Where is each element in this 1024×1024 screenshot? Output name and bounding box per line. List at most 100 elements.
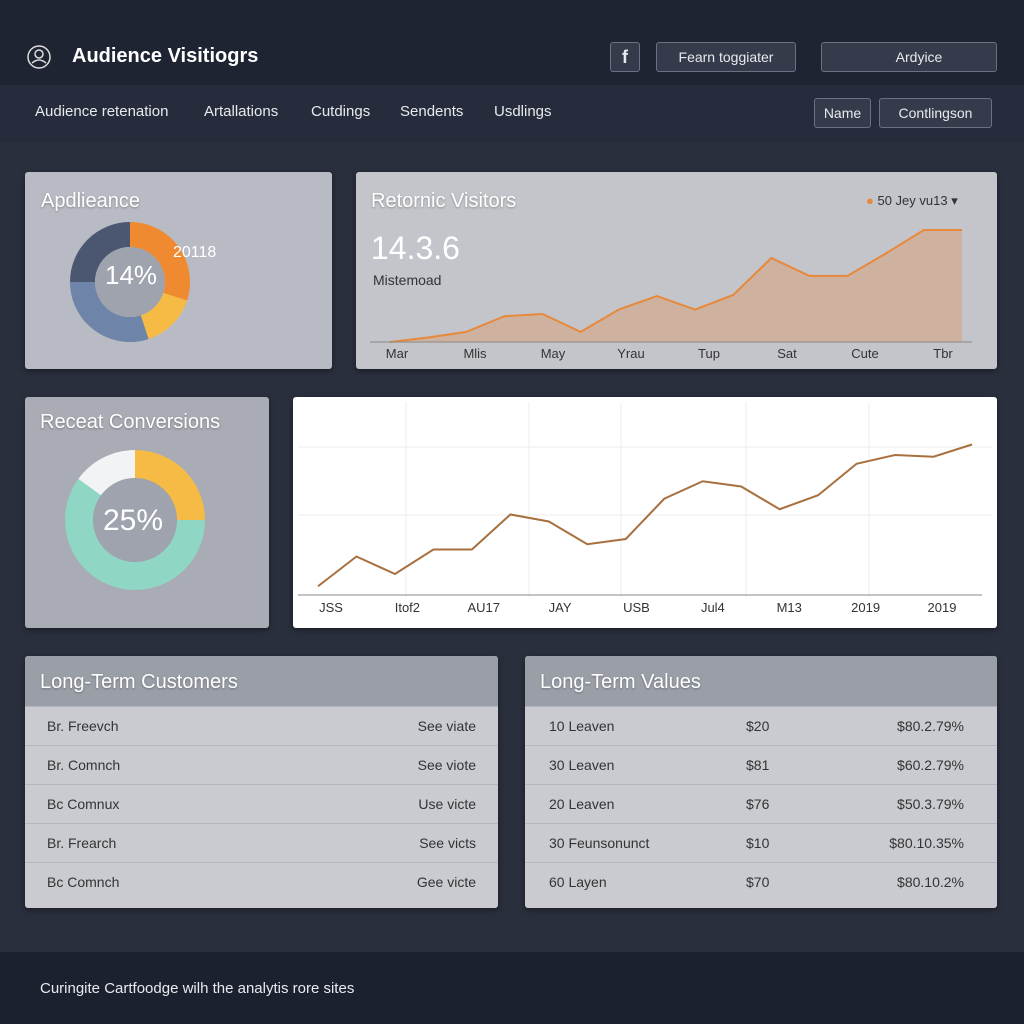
donut-segment: [135, 450, 205, 520]
kpi-value: 14.3.6: [371, 230, 460, 266]
card-title: Receat Conversions: [40, 411, 221, 433]
table-cell: 20 Leaven: [549, 796, 615, 812]
x-tick-label: Jul4: [701, 600, 725, 615]
app-title: Audience Visitiogrs: [72, 45, 259, 67]
donut-segment: [135, 520, 205, 590]
donut-center: 25%: [103, 504, 164, 537]
line-chart: JSS Itof2 AU17 JAY USB Jul4 M13 2019 2019: [298, 402, 992, 615]
table-cell: $60.2.79%: [897, 757, 964, 773]
donut-segment: [78, 450, 135, 496]
x-tick-label: AU17: [467, 600, 500, 615]
x-tick-label: Tbr: [933, 346, 953, 361]
table-cell: Use victe: [418, 796, 476, 812]
table-cell: Br. Freevch: [47, 718, 119, 734]
table-row: 20 Leaven $76 $50.3.79%: [525, 784, 997, 823]
donut-hole: [95, 247, 165, 317]
table-cell: $80.2.79%: [897, 718, 964, 734]
table-cell: 30 Leaven: [549, 757, 615, 773]
x-tick-label: 2019: [928, 600, 957, 615]
table-row: 10 Leaven $20 $80.2.79%: [525, 706, 997, 745]
table-row: 30 Leaven $81 $60.2.79%: [525, 745, 997, 784]
donut-chart: [65, 450, 205, 590]
table-cell: $81: [746, 757, 770, 773]
table-cell: Gee victe: [416, 874, 476, 890]
dropdown-button[interactable]: Ardyice: [821, 42, 997, 72]
table-cell: $70: [746, 874, 770, 890]
nav-item[interactable]: Audience retenation: [35, 103, 169, 120]
card-title: Apdlieance: [41, 190, 140, 212]
table-row: Br. Comnch See viote: [25, 745, 498, 784]
user-icon: [27, 45, 51, 69]
x-tick-label: Yrau: [617, 346, 644, 361]
donut-center: 14%: [105, 260, 158, 290]
table-row: 30 Feunsonunct $10 $80.10.35%: [525, 823, 997, 862]
kpi-subtitle: Mistemoad: [373, 272, 442, 288]
x-tick-label: Itof2: [395, 600, 420, 615]
donut-segment: [70, 282, 149, 342]
table-cell: See victs: [419, 835, 476, 851]
x-tick-label: Tup: [698, 346, 720, 361]
facebook-button[interactable]: f: [610, 42, 640, 72]
data-line: [317, 443, 973, 588]
returning-card: Retornic Visitors ● 50 Jey vu13 ▾ 14.3.6…: [356, 172, 997, 369]
x-tick-label: 2019: [851, 600, 880, 615]
legend: ● 50 Jey vu13 ▾: [866, 193, 958, 208]
donut-segment: [130, 222, 190, 301]
donut-hole: [93, 478, 177, 562]
table-cell: See viote: [417, 757, 476, 773]
donut-segment: [65, 478, 135, 590]
nav-item[interactable]: Sendents: [400, 103, 464, 120]
table-cell: Br. Comnch: [47, 757, 121, 773]
table-title: Long-Term Customers: [40, 671, 238, 693]
header: Audience Visitiogrs f Fearn toggiater Ar…: [0, 0, 1024, 85]
table-row: Br. Frearch See victs: [25, 823, 498, 862]
nav-item[interactable]: Artallations: [204, 103, 279, 120]
donut-segment: [140, 292, 188, 340]
x-tick-label: May: [541, 346, 566, 361]
data-line: [389, 229, 962, 343]
table-row: 60 Layen $70 $80.10.2%: [525, 862, 997, 901]
conversions-card: Receat Conversions 25%: [25, 397, 269, 628]
nav-item[interactable]: Usdlings: [494, 103, 552, 120]
nav-item[interactable]: Cutdings: [311, 103, 371, 120]
x-tick-label: JAY: [549, 600, 572, 615]
values-table: Long-Term Values 10 Leaven $20 $80.2.79% 30…: [525, 656, 997, 908]
table-cell: $80.10.2%: [897, 874, 964, 890]
footer: Curingite Cartfoodge wilh the analytis r…: [0, 952, 1024, 1024]
customers-table: Long-Term Customers Br. Freevch See viate…: [25, 656, 498, 908]
table-cell: $20: [746, 718, 770, 734]
card-title: Retornic Visitors: [371, 190, 517, 212]
table-header: Long-Term Values: [525, 656, 997, 706]
legend-text: 50 Jey vu13: [877, 193, 948, 208]
table-title: Long-Term Values: [540, 671, 701, 693]
table-cell: $76: [746, 796, 770, 812]
table-cell: $50.3.79%: [897, 796, 964, 812]
x-tick-label: M13: [777, 600, 802, 615]
x-tick-label: JSS: [319, 600, 343, 615]
sort-filter[interactable]: Contlingson: [879, 98, 992, 128]
trend-card: JSS Itof2 AU17 JAY USB Jul4 M13 2019 2019: [293, 397, 997, 628]
area-fill: [390, 230, 962, 342]
x-tick-label: USB: [623, 600, 650, 615]
audience-card: Apdlieance 14% 20118: [25, 172, 332, 369]
toggle-button[interactable]: Fearn toggiater: [656, 42, 796, 72]
x-tick-label: Mlis: [463, 346, 487, 361]
table-cell: Bc Comnux: [47, 796, 120, 812]
table-cell: 10 Leaven: [549, 718, 615, 734]
donut-segment: [70, 222, 130, 282]
name-filter[interactable]: Name: [814, 98, 871, 128]
side-label: 20118: [173, 244, 217, 261]
table-header: Long-Term Customers: [25, 656, 498, 706]
table-cell: Br. Frearch: [47, 835, 117, 851]
footer-text: Curingite Cartfoodge wilh the analytis r…: [40, 980, 355, 997]
table-row: Bc Comnux Use victe: [25, 784, 498, 823]
x-tick-label: Mar: [386, 346, 409, 361]
area-chart: Mar Mlis May Yrau Tup Sat Cute Tbr: [370, 229, 972, 361]
table-cell: $10: [746, 835, 770, 851]
table-cell: Bc Comnch: [47, 874, 120, 890]
table-cell: 30 Feunsonunct: [549, 835, 650, 851]
x-tick-label: Cute: [851, 346, 878, 361]
table-cell: 60 Layen: [549, 874, 607, 890]
x-tick-label: Sat: [777, 346, 797, 361]
